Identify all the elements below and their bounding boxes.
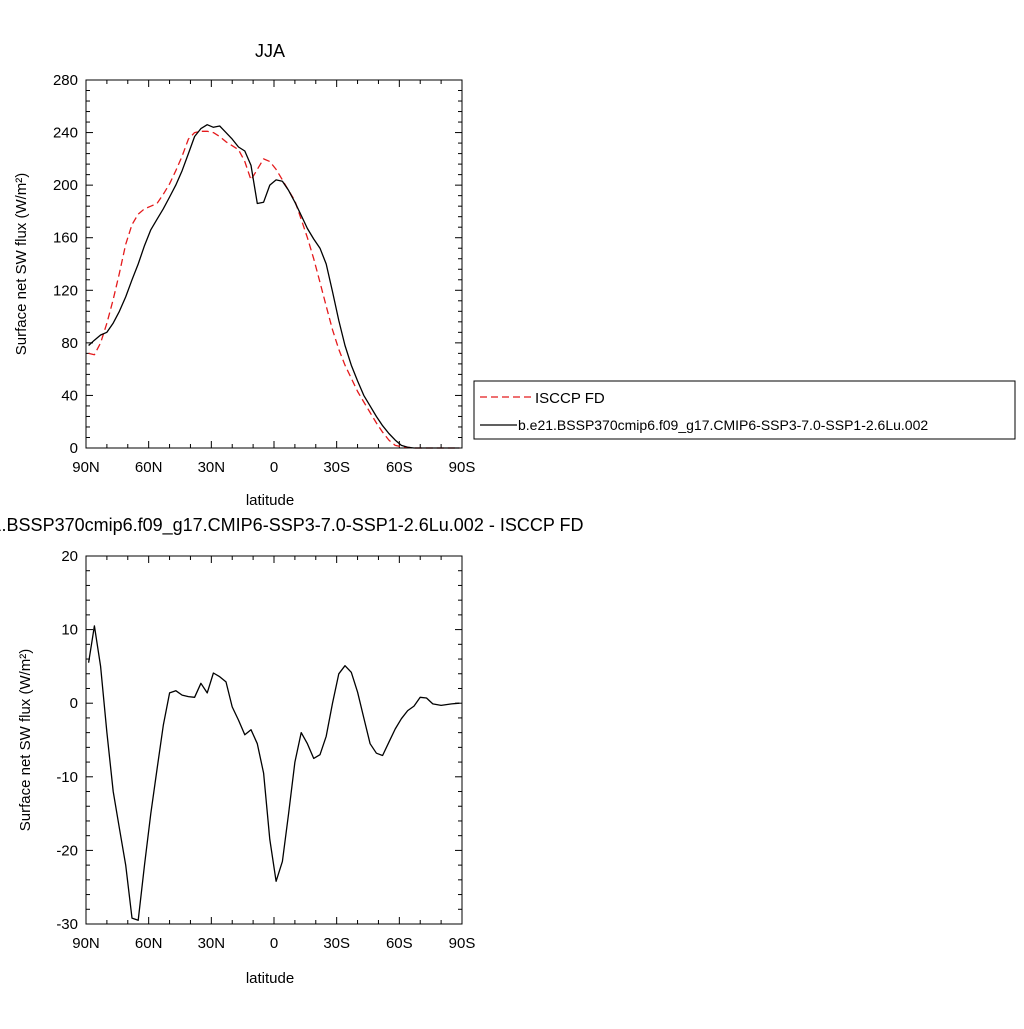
x-tick-label: 30N — [198, 459, 226, 476]
y-tick-label: -10 — [56, 769, 78, 786]
y-tick-label: 280 — [53, 72, 78, 89]
legend-entry-isccp: ISCCP FD — [535, 390, 605, 407]
legend: ISCCP FD b.e21.BSSP370cmip6.f09_g17.CMIP… — [473, 380, 1016, 440]
bottom-chart-title: b.e21.BSSP370cmip6.f09_g17.CMIP6-SSP3-7.… — [0, 515, 584, 536]
x-tick-label: 30N — [198, 935, 226, 952]
x-tick-label: 90S — [449, 935, 476, 952]
top-y-axis-ticks: 0 40 80 120 160 200 240 280 — [53, 72, 462, 457]
bottom-y-axis-ticks: -30 -20 -10 0 10 20 — [56, 548, 462, 933]
top-x-axis-label: latitude — [246, 492, 294, 509]
legend-box — [473, 380, 1016, 440]
x-tick-label: 90S — [449, 459, 476, 476]
y-tick-label: 160 — [53, 230, 78, 247]
y-tick-label: 80 — [61, 335, 78, 352]
y-tick-label: 10 — [61, 622, 78, 639]
y-tick-label: 0 — [70, 695, 78, 712]
bottom-series-lines — [87, 625, 460, 921]
y-tick-label: 120 — [53, 282, 78, 299]
x-tick-label: 0 — [270, 935, 278, 952]
series-line-model — [87, 625, 460, 921]
top-panel: JJA 0 40 80 120 160 200 240 280 90N 60N 30N 0 30S 60… — [13, 41, 475, 509]
x-tick-label: 30S — [323, 459, 350, 476]
top-series-lines — [88, 124, 460, 449]
bottom-x-axis-ticks: 90N 60N 30N 0 30S 60S 90S — [72, 556, 475, 952]
series-line-isccp — [88, 130, 460, 449]
top-x-axis-ticks: 90N 60N 30N 0 30S 60S 90S — [72, 80, 475, 476]
y-tick-label: 240 — [53, 125, 78, 142]
series-line-model — [88, 124, 460, 449]
bottom-y-axis-label: Surface net SW flux (W/m²) — [17, 649, 34, 832]
x-tick-label: 30S — [323, 935, 350, 952]
x-tick-label: 0 — [270, 459, 278, 476]
x-tick-label: 60N — [135, 935, 163, 952]
x-tick-label: 90N — [72, 459, 100, 476]
top-chart-title: JJA — [255, 41, 285, 61]
bottom-x-axis-label: latitude — [246, 970, 294, 987]
y-tick-label: 20 — [61, 548, 78, 565]
y-tick-label: -20 — [56, 842, 78, 859]
legend-entry-model: b.e21.BSSP370cmip6.f09_g17.CMIP6-SSP3-7.… — [518, 417, 928, 433]
x-tick-label: 90N — [72, 935, 100, 952]
y-tick-label: 0 — [70, 440, 78, 457]
y-tick-label: 40 — [61, 387, 78, 404]
top-y-axis-label: Surface net SW flux (W/m²) — [13, 173, 30, 356]
x-tick-label: 60S — [386, 459, 413, 476]
y-tick-label: 200 — [53, 177, 78, 194]
y-tick-label: -30 — [56, 916, 78, 933]
x-tick-label: 60N — [135, 459, 163, 476]
bottom-panel: b.e21.BSSP370cmip6.f09_g17.CMIP6-SSP3-7.… — [0, 515, 584, 987]
x-tick-label: 60S — [386, 935, 413, 952]
